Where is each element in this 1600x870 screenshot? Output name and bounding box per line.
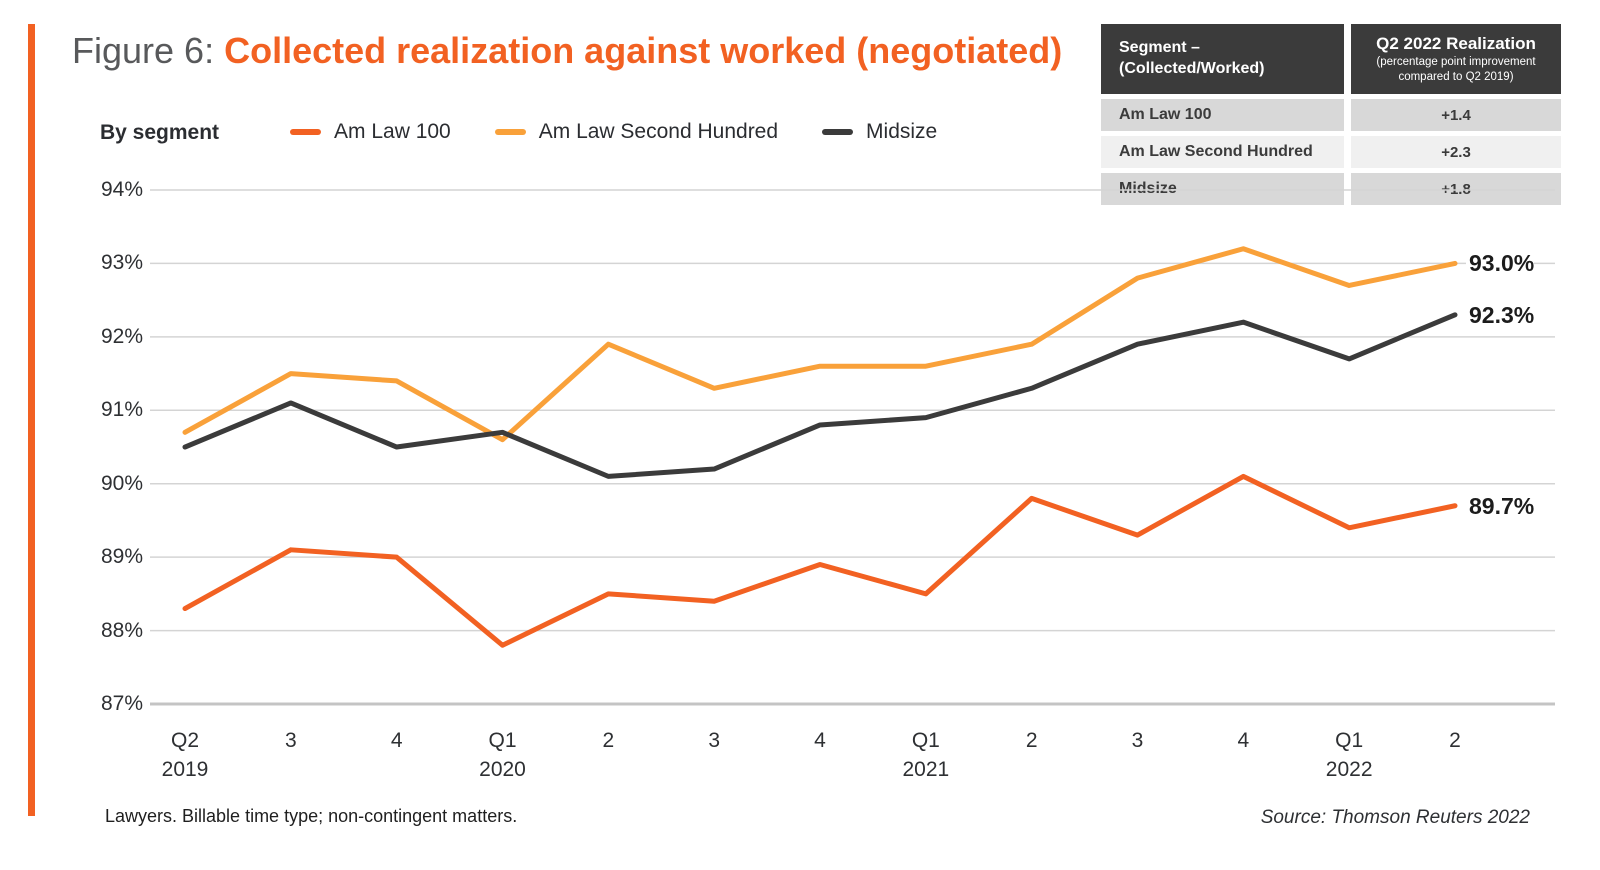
footnote: Lawyers. Billable time type; non-conting… [105, 806, 518, 826]
x-axis-label: Q1 2021 [902, 729, 950, 781]
table-header-realization-title: Q2 2022 Realization [1376, 33, 1536, 53]
x-axis-label: 2 [1025, 729, 1038, 752]
table-header-realization-sub: (percentage point improvement compared t… [1376, 56, 1536, 83]
x-axis-label: 2 [1449, 729, 1461, 752]
figure-title: Figure 6: Collected realization against … [72, 30, 1062, 72]
table-row-value: +1.8 [1351, 173, 1561, 205]
y-axis-label: 90% [100, 471, 143, 495]
series-line-am-law-100 [182, 473, 1458, 648]
y-axis-label: 93% [100, 251, 143, 275]
figure-title-text: Collected realization against worked (ne… [224, 30, 1063, 71]
table-row-segment: Am Law 100 [1101, 99, 1344, 131]
x-axis-label: 2 [602, 729, 615, 752]
table-header-segment-line2: (Collected/Worked) [1119, 60, 1265, 77]
series-end-label: 92.3% [1466, 300, 1535, 329]
left-accent-bar [28, 24, 35, 816]
series-line-midsize [182, 312, 1458, 479]
legend-caption: By segment [100, 121, 220, 144]
x-axis-label: Q1 2020 [479, 729, 526, 781]
table-row-segment: Midsize [1101, 173, 1344, 205]
legend-label: Midsize [866, 120, 938, 143]
y-axis-label: 92% [100, 324, 143, 348]
source-note: Source: Thomson Reuters 2022 [1260, 807, 1530, 828]
x-axis-label: Q1 2022 [1325, 729, 1373, 781]
x-axis-label: 3 [1131, 729, 1144, 752]
x-axis-label: 3 [708, 729, 720, 752]
x-axis-label: 3 [284, 729, 297, 752]
y-axis-label: 87% [100, 692, 143, 715]
table-header-segment-line1: Segment – [1119, 39, 1200, 57]
am-law-second-hundred-swatch-icon [494, 129, 526, 135]
table-row-value: +1.4 [1351, 99, 1561, 131]
x-axis-label: 4 [1237, 729, 1250, 752]
legend-item-am-law-second-hundred: Am Law Second Hundred [494, 120, 779, 144]
series-end-label: 89.7% [1466, 491, 1535, 520]
x-axis-label: Q2 2019 [161, 729, 209, 781]
chart-legend: Am Law 100 Am Law Second Hundred Midsize [290, 120, 937, 144]
series-end-label: 93.0% [1466, 249, 1535, 278]
legend-item-midsize: Midsize [822, 120, 937, 144]
x-axis-label: 4 [814, 729, 826, 752]
summary-table: Segment – (Collected/Worked) Q2 2022 Rea… [1101, 24, 1561, 205]
table-header-realization: Q2 2022 Realization (percentage point im… [1351, 24, 1561, 94]
y-axis-label: 91% [100, 398, 143, 422]
y-axis-label: 94% [100, 178, 143, 201]
table-row-segment: Am Law Second Hundred [1101, 136, 1344, 168]
y-axis-label: 89% [100, 545, 143, 569]
x-axis-label: 4 [390, 729, 403, 752]
y-axis-label: 88% [100, 618, 143, 642]
legend-label: Am Law Second Hundred [538, 120, 779, 143]
table-row-value: +2.3 [1351, 136, 1561, 168]
legend-item-am-law-100: Am Law 100 [290, 120, 451, 144]
series-line-am-law-second-hundred [182, 246, 1458, 443]
am-law-100-swatch-icon [290, 129, 321, 135]
figure-number: Figure 6: [72, 30, 215, 71]
midsize-swatch-icon [822, 129, 854, 135]
table-header-segment: Segment – (Collected/Worked) [1101, 24, 1344, 94]
legend-label: Am Law 100 [334, 120, 451, 143]
